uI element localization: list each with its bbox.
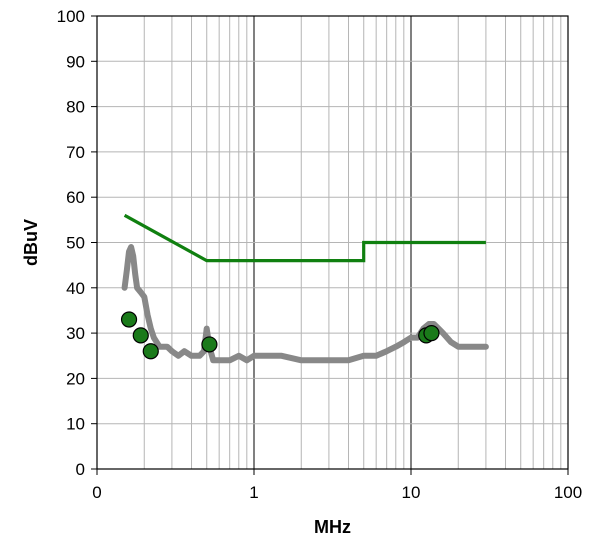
x-axis-title: MHz bbox=[314, 517, 351, 537]
series-layer bbox=[120, 213, 489, 364]
x-tick-label: 10 bbox=[402, 483, 421, 502]
data-point-marker bbox=[132, 327, 149, 344]
y-tick-label: 40 bbox=[66, 279, 85, 298]
data-point-marker bbox=[142, 343, 159, 360]
axis-ticks bbox=[91, 15, 569, 475]
y-tick-label: 60 bbox=[66, 188, 85, 207]
x-tick-label: 100 bbox=[554, 483, 582, 502]
y-tick-label: 50 bbox=[66, 234, 85, 253]
data-point-marker bbox=[423, 325, 440, 342]
y-tick-label: 30 bbox=[66, 324, 85, 343]
measured-trace bbox=[121, 244, 489, 364]
y-axis-title: dBuV bbox=[21, 219, 41, 266]
x-tick-label: 1 bbox=[249, 483, 258, 502]
y-tick-label: 70 bbox=[66, 143, 85, 162]
y-tick-label: 80 bbox=[66, 98, 85, 117]
limit-line bbox=[123, 213, 486, 263]
data-point-marker bbox=[120, 311, 138, 328]
y-tick-label: 90 bbox=[66, 52, 85, 71]
x-tick-label: 0 bbox=[92, 483, 101, 502]
plot-frame bbox=[96, 15, 569, 470]
y-tick-label: 100 bbox=[57, 7, 85, 26]
tick-labels: 0 10 20 30 40 50 60 70 80 90 100 0 1 10 100 bbox=[57, 7, 583, 502]
y-tick-label: 10 bbox=[66, 415, 85, 434]
y-tick-label: 20 bbox=[66, 369, 85, 388]
data-point-marker bbox=[201, 336, 218, 353]
y-tick-label: 0 bbox=[76, 460, 85, 479]
